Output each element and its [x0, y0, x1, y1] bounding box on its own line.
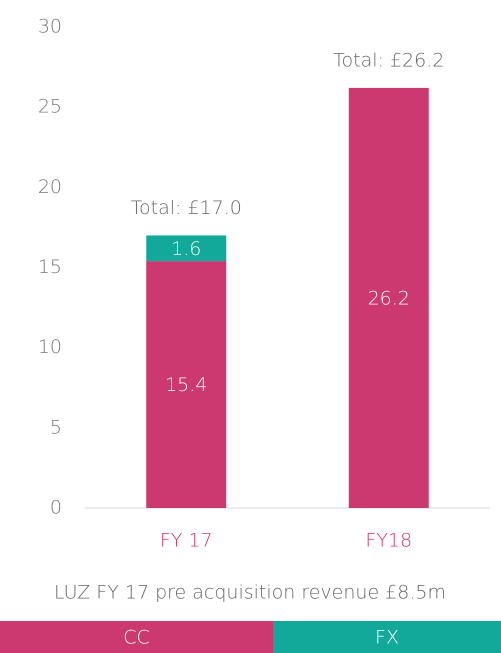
total-label: Total: £26.2 [333, 49, 444, 71]
bar-segment [348, 87, 429, 508]
legend-swatch [273, 621, 501, 653]
y-tick-label: 30 [38, 16, 62, 38]
data-label: 1.6 [171, 238, 201, 260]
y-tick-label: 5 [50, 416, 62, 438]
total-label: Total: £17.0 [131, 197, 242, 219]
data-label: 15.4 [165, 374, 207, 396]
y-tick-label: 25 [38, 96, 62, 118]
y-tick-label: 15 [38, 256, 62, 278]
footnote: LUZ FY 17 pre acquisition revenue £8.5m [54, 582, 446, 604]
data-label: 26.2 [368, 287, 410, 309]
legend-label: CC [123, 627, 150, 649]
x-tick-label: FY18 [365, 530, 412, 552]
bar-segment [146, 261, 227, 508]
y-tick-label: 20 [38, 176, 62, 198]
legend-label: FX [375, 627, 399, 649]
y-tick-label: 0 [50, 497, 62, 519]
y-tick-label: 10 [38, 336, 62, 358]
bar-segment [146, 235, 227, 262]
x-tick-label: FY 17 [160, 530, 213, 552]
legend-swatch [0, 621, 273, 653]
